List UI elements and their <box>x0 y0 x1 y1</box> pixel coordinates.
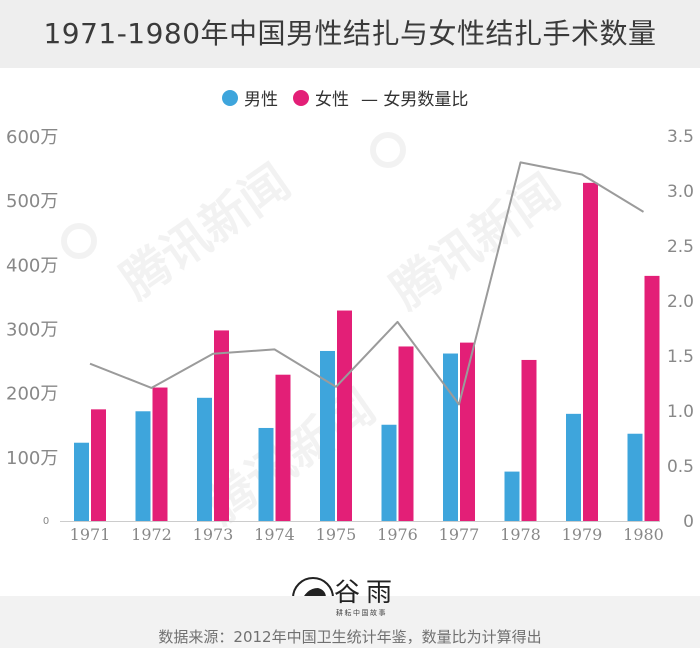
left-axis-tick-label: 100万 <box>6 448 58 469</box>
left-axis-tick-label: 400万 <box>6 255 58 276</box>
legend-ratio-label: — 女男数量比 <box>361 90 468 110</box>
x-axis-tick-label: 1976 <box>377 525 418 544</box>
left-axis-tick-label: 600万 <box>6 127 58 148</box>
watermark-text: 腾讯新闻 <box>381 164 570 320</box>
right-axis-tick-label: 0 <box>683 512 694 532</box>
bar-male <box>381 424 397 521</box>
bar-female <box>152 387 168 521</box>
bar-male <box>197 397 212 521</box>
watermark-logo-icon <box>370 132 406 168</box>
bar-male <box>627 433 643 521</box>
bar-male <box>135 411 151 521</box>
x-axis-tick-label: 1974 <box>254 525 295 544</box>
bar-female <box>583 182 598 521</box>
bar-female <box>521 359 537 521</box>
watermark-logo-icon <box>61 223 97 259</box>
watermark-text: 腾讯新闻 <box>111 154 300 310</box>
source-note: 数据来源：2012年中国卫生统计年鉴，数量比为计算得出 <box>158 628 542 646</box>
x-axis-tick-label: 1977 <box>439 525 480 544</box>
x-axis-tick-label: 1978 <box>500 525 541 544</box>
brand-tagline: 耕耘中国故事 <box>336 609 387 617</box>
legend-male-swatch <box>222 90 238 106</box>
left-axis-tick-label: 0 <box>43 516 49 527</box>
left-axis-tick-label: 500万 <box>6 191 58 212</box>
right-axis-tick-label: 1.0 <box>667 402 694 422</box>
bar-female <box>337 310 352 521</box>
bar-female <box>214 330 229 521</box>
bar-female <box>275 374 291 521</box>
right-axis-tick-label: 2.0 <box>667 292 694 312</box>
x-axis-tick-label: 1979 <box>562 525 603 544</box>
title-bar <box>0 0 700 68</box>
bar-male <box>504 471 520 521</box>
footer-band <box>0 596 700 648</box>
legend-female-label: 女性 <box>315 90 349 110</box>
right-axis-tick-label: 3.5 <box>667 127 694 147</box>
legend-male-label: 男性 <box>244 90 278 110</box>
x-axis-tick-label: 1971 <box>70 525 111 544</box>
right-axis-tick-label: 0.5 <box>667 457 694 477</box>
bar-female <box>644 275 660 521</box>
right-axis-tick-label: 2.5 <box>667 237 694 257</box>
ratio-line <box>89 161 645 406</box>
right-axis-tick-label: 1.5 <box>667 347 694 367</box>
x-axis-tick-label: 1973 <box>193 525 234 544</box>
bar-male <box>258 427 274 521</box>
bar-male <box>566 413 581 521</box>
bar-female <box>91 409 106 521</box>
x-axis-tick-label: 1972 <box>131 525 172 544</box>
bar-male <box>443 353 458 521</box>
left-axis-tick-label: 200万 <box>6 384 58 405</box>
brand-name: 谷雨 <box>334 578 399 608</box>
x-axis-tick-label: 1975 <box>316 525 357 544</box>
chart-title: 1971-1980年中国男性结扎与女性结扎手术数量 <box>43 17 657 50</box>
x-axis-tick-label: 1980 <box>623 525 664 544</box>
bar-female <box>398 346 414 521</box>
left-axis-tick-label: 300万 <box>6 320 58 341</box>
bar-male <box>74 442 89 521</box>
right-axis-tick-label: 3.0 <box>667 182 694 202</box>
bar-male <box>320 350 335 521</box>
legend-female-swatch <box>293 90 309 106</box>
